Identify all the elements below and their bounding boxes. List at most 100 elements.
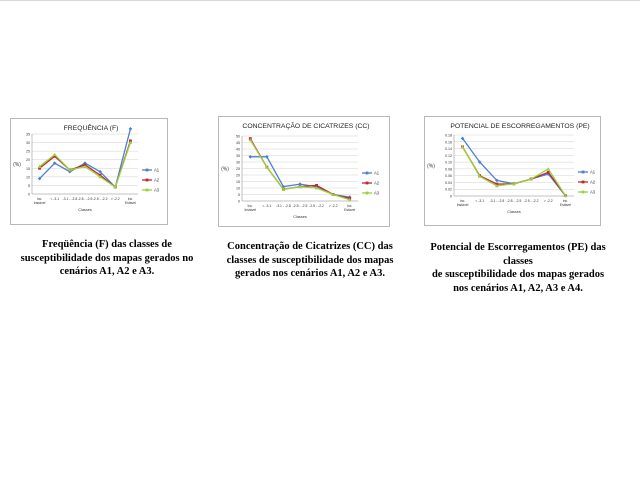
legend-marker [365,171,369,175]
chart-svg: POTENCIAL DE ESCORREGAMENTOS (PE) 0 0.02 0.… [424,116,601,226]
y-tick-label: 30 [236,161,240,165]
y-tick-label: 0 [28,193,30,197]
x-tick-label: Estável [125,201,136,205]
legend-marker [145,168,149,172]
legend-label: A3 [154,188,160,193]
caption-line: nos cenários A1, A2, A3 e A4. [453,282,583,294]
chart-svg: CONCENTRAÇÃO DE CICATRIZES (CC) 0 5 10 15 20 2… [218,116,390,227]
x-tick-label: Inc. [128,197,134,201]
x-tick-label: > -2.2 [111,197,120,201]
caption-line: cenários A1, A2 e A3. [59,266,155,277]
legend-label: A1 [374,171,380,176]
y-tick-label: 0.06 [445,174,452,178]
data-point-a3 [265,165,269,169]
data-point-a3 [563,193,568,198]
legend-marker [581,180,585,184]
data-point-a3 [529,177,533,181]
data-point-a3 [113,185,118,189]
legend-marker [365,191,369,195]
data-point-a3 [331,192,335,196]
data-point-a3 [37,164,42,168]
x-tick-label: -2.8 - -2.5 [293,204,308,208]
y-axis-label: (%) [13,162,21,168]
y-tick-label: 0.14 [445,147,452,151]
data-point-a3 [52,152,57,156]
legend-label: A2 [590,180,596,185]
data-point-a2 [315,184,318,187]
x-tick-label: Estável [344,208,355,212]
caption-line: Concentração de Cicatrizes (CC) das [227,241,393,252]
legend-marker [145,188,149,192]
data-point-a1 [52,161,57,165]
x-tick-label: -2.5 - -2.2 [93,197,108,201]
y-tick-label: 0.12 [445,154,452,158]
legend-marker [581,170,585,174]
y-tick-label: 30 [26,141,30,145]
x-tick-label: -2.5 - -2.2 [309,204,324,208]
data-point-a3 [495,184,499,188]
frequency-caption: Freqüência (F) das classes de susceptibi… [14,238,200,279]
caption-line: classes de susceptibilidade dos mapas [226,254,394,266]
y-tick-label: 0.18 [445,134,452,138]
y-tick-label: 50 [236,135,240,139]
frequency-chart: FREQUÊNCIA (F) 0 5 10 15 20 25 30 35 (%) Inc. Instá… [10,118,168,225]
legend-marker [145,178,149,182]
x-tick-label: Instável [457,203,469,207]
chart-title: CONCENTRAÇÃO DE CICATRIZES (CC) [242,121,369,130]
caption-line: gerados nos cenários A1, A2 e A3. [235,268,385,279]
x-tick-label: Inc. [347,204,353,208]
x-tick-label: Estável [560,203,571,207]
data-point-a3 [68,168,72,172]
chart-frame [10,118,168,225]
y-tick-label: 45 [236,141,240,145]
y-tick-label: 15 [26,167,30,171]
caption-line: susceptibilidade dos mapas gerados no [20,252,194,264]
x-tick-label: -2.8 - -2.5 [78,197,93,201]
data-point-a3 [128,140,133,144]
x-axis-label: Classes [293,215,307,219]
y-tick-label: 25 [26,150,30,154]
landslide-potential-chart: POTENCIAL DE ESCORREGAMENTOS (PE) 0 0.02 0.… [424,116,601,226]
data-point-a3 [298,184,302,189]
y-tick-label: 0 [450,195,452,199]
x-tick-label: < -3.1 [475,199,484,203]
chart-title: POTENCIAL DE ESCORREGAMENTOS (PE) [450,123,589,130]
x-tick-label: -3.1 - -2.8 [490,199,505,203]
y-tick-label: 20 [26,158,30,162]
data-point-a3 [460,145,465,149]
caption-line: Potencial de Escorregamentos (PE) das cl… [430,242,606,267]
x-tick-label: -3.1 - -2.8 [63,197,78,201]
x-tick-label: Inc. [37,197,43,201]
data-point-a1 [298,182,302,186]
x-tick-label: Inc. [460,199,466,203]
data-point-a2 [53,154,57,158]
y-tick-label: 0.04 [445,181,452,185]
scar-concentration-caption: Concentração de Cicatrizes (CC) das clas… [220,240,400,281]
data-point-a2 [546,170,550,174]
data-point-a3 [347,197,352,202]
caption-line: de susceptibilidade dos mapas gerados [431,269,605,280]
chart-title: FREQUÊNCIA (F) [64,123,119,132]
chart-frame [218,116,390,227]
legend-label: A3 [374,191,380,196]
x-tick-label: Inc. [248,204,254,208]
y-tick-label: 35 [26,133,30,137]
data-point-a2 [38,166,41,170]
x-tick-label: -2.5 - -2.2 [524,199,539,203]
data-point-a3 [314,186,319,190]
landslide-potential-caption: Potencial de Escorregamentos (PE) das cl… [418,241,618,295]
legend-marker [365,181,369,185]
legend-label: A1 [154,168,160,173]
data-point-a3 [546,167,551,171]
y-tick-label: 15 [236,180,240,184]
data-point-a1 [83,161,87,165]
data-point-a3 [83,164,87,168]
data-point-a3 [98,175,102,179]
x-tick-label: -2.8 - -2.5 [507,199,522,203]
x-tick-label: Instável [244,208,256,212]
caption-line: Freqüência (F) das classes de [42,239,172,250]
y-tick-label: 0 [238,200,240,204]
y-tick-label: 5 [28,184,30,188]
x-tick-label: > -2.2 [544,199,553,203]
y-tick-label: 35 [236,154,240,158]
